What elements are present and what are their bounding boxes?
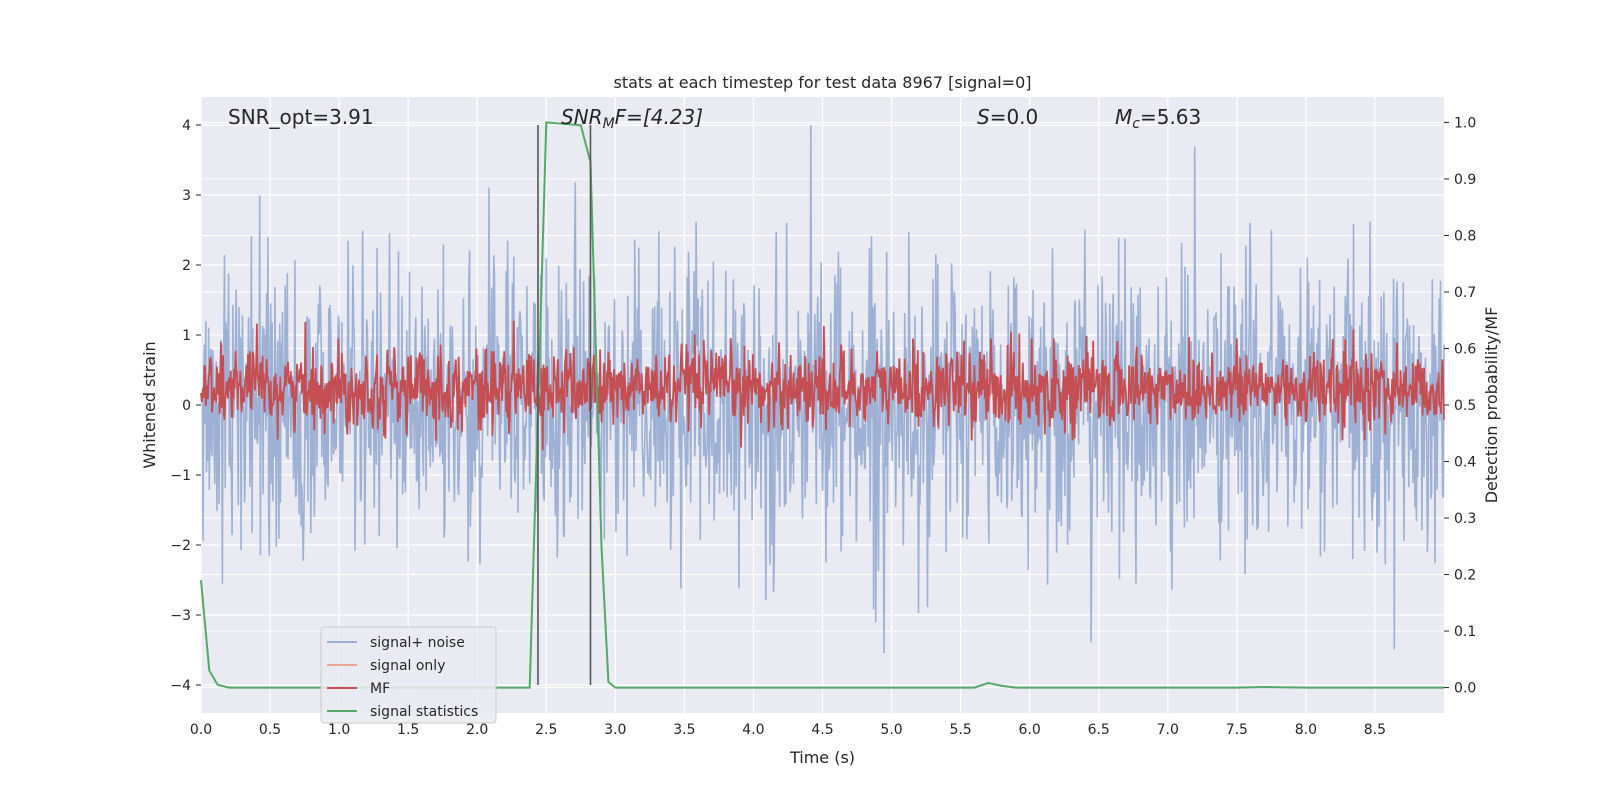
annotation-mc: Mc=5.63 [1115,105,1201,132]
y-tick-label: 2 [182,258,191,274]
y-right-tick-label: 0.1 [1454,624,1476,640]
x-axis-label: Time (s) [789,748,855,767]
y-right-tick-label: 0.9 [1454,172,1476,188]
y-tick-label: −2 [170,538,191,554]
legend-label: signal+ noise [370,635,465,651]
x-tick-label: 0.0 [190,722,212,738]
y-right-tick-label: 0.0 [1454,681,1476,697]
x-tick-label: 0.5 [259,722,281,738]
x-tick-label: 6.0 [1019,722,1041,738]
annotation-s: S=0.0 [977,105,1038,129]
y-right-tick-label: 1.0 [1454,115,1476,131]
x-tick-label: 1.5 [397,722,419,738]
x-tick-label: 3.5 [673,722,695,738]
x-tick-label: 7.0 [1157,722,1179,738]
y-axis-label: Whitened strain [140,341,159,468]
x-tick-label: 2.0 [466,722,488,738]
y-axis-left: 4 3 2 1 0 −1 −2 −3 −4 [170,118,201,694]
y-tick-label: 4 [182,118,191,134]
annotation-snr-mf-sub: M [603,116,615,132]
annotation-mc-main: M [1115,105,1132,129]
x-tick-label: 4.5 [811,722,833,738]
x-tick-label: 7.5 [1226,722,1248,738]
y-tick-label: 3 [182,188,191,204]
annotation-s-value: =0.0 [990,105,1039,129]
legend-label: signal statistics [370,704,478,720]
y-right-tick-label: 0.4 [1454,455,1476,471]
y-tick-label: −3 [170,608,191,624]
legend-box [320,626,497,724]
annotation-s-symbol: S [977,105,990,129]
x-tick-label: 5.0 [880,722,902,738]
y-right-tick-label: 0.8 [1454,228,1476,244]
x-tick-label: 3.0 [604,722,626,738]
annotation-mc-value: =5.63 [1140,105,1201,129]
annotation-snr-mf: SNRMF=[4.23] [561,105,703,132]
x-tick-label: 5.5 [949,722,971,738]
y-right-tick-label: 0.3 [1454,511,1476,527]
x-tick-label: 2.5 [535,722,557,738]
y-right-tick-label: 0.7 [1454,285,1476,301]
x-tick-label: 8.5 [1364,722,1386,738]
y-tick-label: −1 [170,468,191,484]
annotation-snr-mf-rest: F=[4.23] [615,105,703,129]
y-right-tick-label: 0.5 [1454,398,1476,414]
vertical-markers [537,125,592,685]
chart-title: stats at each timestep for test data 896… [613,73,1031,92]
annotation-snr-opt: SNR_opt=3.91 [228,105,374,129]
y-tick-label: −4 [170,678,191,694]
x-tick-label: 8.0 [1295,722,1317,738]
x-tick-label: 1.0 [328,722,350,738]
y-right-tick-label: 0.2 [1454,568,1476,584]
y-axis-right: 1.0 0.9 0.8 0.7 0.6 0.5 0.4 0.3 0.2 0.1 0.0 [1444,115,1476,697]
legend: signal+ noise signal only MF signal statist… [320,626,497,724]
legend-label: signal only [370,658,445,674]
x-tick-label: 6.5 [1088,722,1110,738]
y-tick-label: 0 [182,398,191,414]
series-line-mf [200,320,1445,451]
y-tick-label: 1 [182,328,191,344]
legend-label: MF [370,681,390,697]
y-right-tick-label: 0.6 [1454,341,1476,357]
annotation-mc-sub: c [1132,116,1140,132]
y-axis-right-label: Detection probability/MF [1482,307,1501,504]
x-tick-label: 4.0 [742,722,764,738]
x-axis: 0.0 0.5 1.0 1.5 2.0 2.5 3.0 3.5 4.0 4.5 5.0 5.5 6.0 6… [190,722,1386,738]
annotation-snr-mf-main: SNR [561,105,603,129]
